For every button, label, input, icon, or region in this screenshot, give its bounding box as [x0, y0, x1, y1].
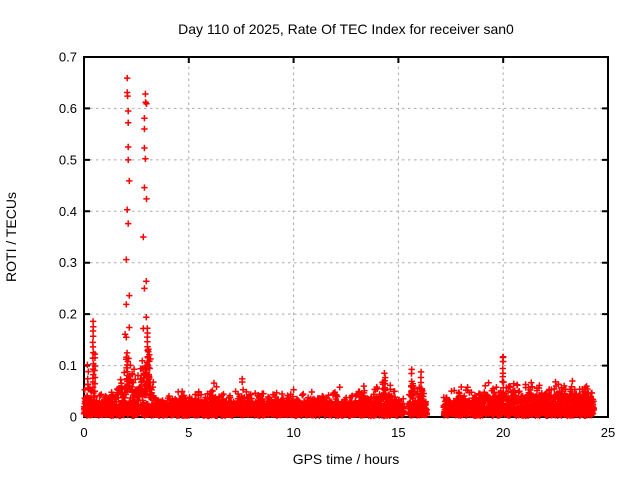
y-tick-label: 0.1 [59, 358, 77, 373]
y-tick-label: 0.6 [59, 101, 77, 116]
x-axis-label: GPS time / hours [293, 451, 400, 467]
y-tick-label: 0.7 [59, 50, 77, 65]
x-tick-label: 10 [286, 425, 300, 440]
roti-data-markers [80, 74, 597, 420]
y-axis-label: ROTI / TECUs [3, 192, 19, 282]
y-tick-label: 0.3 [59, 255, 77, 270]
tick-marks [83, 56, 609, 418]
y-tick-label: 0 [70, 410, 77, 425]
x-tick-label: 5 [185, 425, 192, 440]
x-tick-label: 25 [601, 425, 615, 440]
x-tick-label: 20 [496, 425, 510, 440]
x-tick-label: 0 [80, 425, 87, 440]
y-tick-label: 0.5 [59, 152, 77, 167]
plot-border [83, 56, 609, 418]
x-tick-label: 15 [391, 425, 405, 440]
y-tick-label: 0.2 [59, 307, 77, 322]
chart-title: Day 110 of 2025, Rate Of TEC Index for r… [178, 21, 514, 37]
x-tick-labels: 0 5 10 15 20 25 [80, 425, 615, 440]
y-tick-labels: 0 0.1 0.2 0.3 0.4 0.5 0.6 0.7 [59, 50, 77, 425]
grid-lines [84, 57, 608, 417]
y-tick-label: 0.4 [59, 204, 77, 219]
